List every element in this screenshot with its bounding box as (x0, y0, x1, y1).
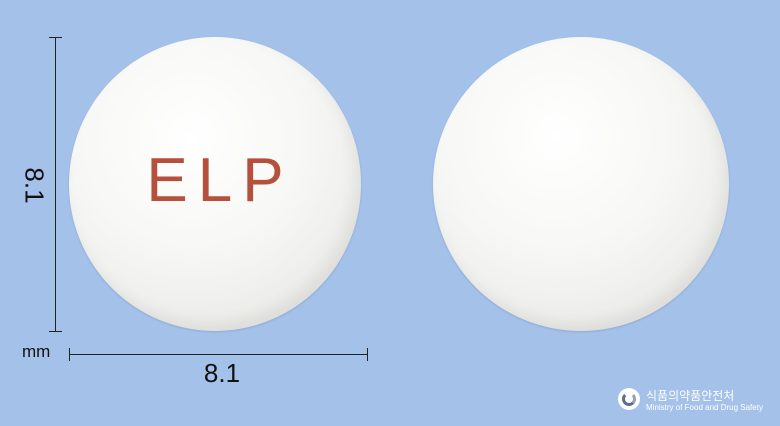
mfds-logo: 식품의약품안전처 Ministry of Food and Drug Safet… (618, 386, 778, 416)
tablet-front: ELP (69, 37, 361, 331)
width-label: 8.1 (203, 358, 241, 388)
height-tick-top (49, 37, 62, 38)
logo-korean-text: 식품의약품안전처 (646, 389, 735, 403)
width-dimension-line (69, 354, 368, 355)
unit-label: mm (22, 342, 51, 361)
height-tick-bottom (49, 331, 62, 332)
height-label: 8.1 (19, 167, 50, 204)
height-dimension-line (55, 37, 56, 332)
width-tick-left (69, 348, 70, 361)
mfds-emblem-icon (618, 388, 640, 410)
tablet-imprint: ELP (146, 146, 294, 215)
tablet-back (433, 37, 729, 331)
width-tick-right (367, 348, 368, 361)
logo-english-text: Ministry of Food and Drug Safety (646, 403, 763, 412)
